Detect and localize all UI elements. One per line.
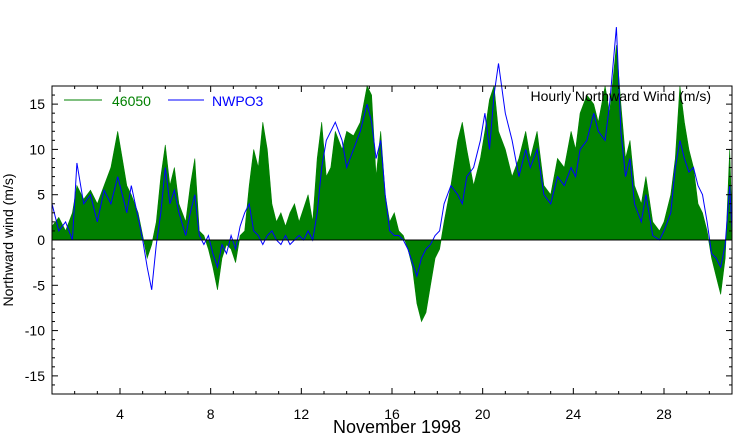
y-tick-label: 0 bbox=[37, 232, 45, 248]
legend-label-46050: 46050 bbox=[112, 93, 151, 109]
x-tick-label: 20 bbox=[475, 406, 491, 422]
x-tick-label: 16 bbox=[384, 406, 400, 422]
x-tick-label: 8 bbox=[207, 406, 215, 422]
y-tick-label: -10 bbox=[25, 323, 45, 339]
x-tick-label: 4 bbox=[116, 406, 124, 422]
y-tick-label: -15 bbox=[25, 368, 45, 384]
y-tick-label: 5 bbox=[37, 187, 45, 203]
y-axis-label: Northward wind (m/s) bbox=[0, 173, 16, 306]
y-axis: -15 -10 -5 0 5 10 15 bbox=[25, 94, 732, 386]
plot-area bbox=[52, 27, 732, 323]
x-axis-label: November 1998 bbox=[333, 417, 461, 434]
y-tick-label: -5 bbox=[33, 277, 46, 293]
chart-title: Hourly Northward Wind (m/s) bbox=[531, 88, 711, 104]
series-NWPO3-line bbox=[52, 27, 732, 290]
x-axis: 4 8 12 16 20 24 28 bbox=[51, 86, 733, 422]
legend-label-NWPO3: NWPO3 bbox=[212, 93, 264, 109]
legend: 46050 NWPO3 bbox=[64, 93, 264, 109]
x-tick-label: 24 bbox=[566, 406, 582, 422]
x-tick-label: 28 bbox=[656, 406, 672, 422]
y-tick-label: 10 bbox=[29, 141, 45, 157]
series-46050-area bbox=[52, 45, 732, 323]
y-tick-label: 15 bbox=[29, 96, 45, 112]
x-tick-label: 12 bbox=[294, 406, 310, 422]
